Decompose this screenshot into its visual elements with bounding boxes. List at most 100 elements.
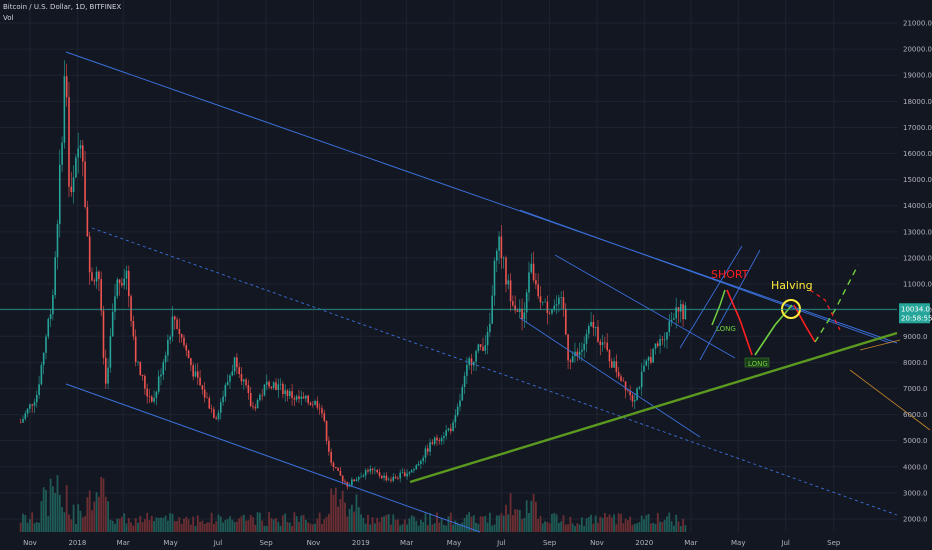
candle-body bbox=[148, 396, 151, 398]
candle-body bbox=[403, 472, 406, 477]
x-tick-label: Nov bbox=[307, 539, 321, 547]
candle-body bbox=[390, 479, 392, 481]
volume-bar bbox=[148, 520, 151, 532]
symbol-title[interactable]: Bitcoin / U.S. Dollar, 1D, BITFINEX bbox=[3, 3, 122, 11]
long-path-1 bbox=[711, 289, 726, 326]
volume-bar bbox=[613, 514, 615, 532]
x-axis[interactable]: Nov 2018 Mar May Jul Sep Nov 2019 Mar May Jul Sep No… bbox=[23, 539, 841, 547]
candle-body bbox=[63, 76, 66, 143]
volume-bar bbox=[590, 514, 592, 532]
volume-bar bbox=[265, 525, 268, 532]
volume-bar bbox=[493, 524, 496, 532]
volume-bar bbox=[477, 523, 480, 532]
volume-bar bbox=[452, 524, 454, 532]
candle-body bbox=[353, 479, 355, 482]
volume-bar bbox=[31, 512, 34, 532]
candle-body bbox=[65, 76, 68, 98]
candle-body bbox=[546, 301, 549, 314]
x-tick-label: Sep bbox=[827, 539, 841, 547]
candle-body bbox=[608, 350, 611, 362]
volume-bar bbox=[578, 524, 581, 532]
candle-body bbox=[498, 236, 500, 251]
candle-body bbox=[599, 341, 602, 345]
candle-body bbox=[95, 271, 98, 282]
candle-body bbox=[114, 296, 116, 312]
candle-body bbox=[610, 361, 613, 368]
volume-bar bbox=[233, 522, 236, 532]
candle-body bbox=[401, 472, 404, 473]
volume-bar bbox=[65, 485, 68, 532]
volume-bar bbox=[176, 521, 178, 532]
volume-bar bbox=[284, 513, 287, 532]
candle-body bbox=[539, 296, 542, 303]
volume-bar bbox=[583, 525, 586, 532]
volume-bar bbox=[130, 522, 132, 532]
volume-bar bbox=[258, 512, 261, 532]
candle-body bbox=[302, 396, 305, 399]
price-tag-value: 10034.0 bbox=[901, 305, 930, 313]
volume-bar bbox=[534, 501, 537, 532]
candle-body bbox=[169, 336, 171, 340]
y-tick-label: 13000.0 bbox=[903, 228, 932, 236]
y-tick-label: 18000.0 bbox=[903, 98, 932, 106]
candle-body bbox=[675, 307, 677, 319]
volume-bar bbox=[286, 521, 289, 532]
candle-body bbox=[109, 336, 112, 368]
candle-body bbox=[387, 479, 390, 481]
volume-bar bbox=[371, 517, 374, 532]
volume-bar bbox=[102, 478, 105, 532]
volume-bar bbox=[314, 523, 316, 532]
candle-body bbox=[56, 224, 59, 258]
volume-bar bbox=[661, 521, 664, 532]
candle-body bbox=[477, 344, 480, 352]
volume-bar bbox=[24, 515, 27, 532]
volume-indicator-label[interactable]: Vol bbox=[3, 14, 14, 22]
volume-bar bbox=[208, 522, 211, 532]
candle-body bbox=[472, 361, 475, 366]
candles bbox=[19, 60, 687, 490]
candle-body bbox=[323, 413, 326, 421]
volume-bar bbox=[684, 525, 687, 532]
volume-bar bbox=[390, 524, 392, 532]
candle-body bbox=[107, 367, 109, 384]
volume-bar bbox=[509, 493, 512, 532]
candle-body bbox=[29, 404, 31, 409]
volume-bar bbox=[247, 520, 250, 532]
volume-bar bbox=[491, 525, 494, 532]
candle-body bbox=[406, 473, 408, 477]
candle-body bbox=[482, 346, 484, 351]
volume-bar bbox=[252, 517, 254, 532]
volume-bar bbox=[339, 499, 342, 532]
long-path-2 bbox=[754, 304, 793, 356]
volume-bar bbox=[555, 514, 558, 532]
price-tag-countdown: 20:58:55 bbox=[901, 314, 932, 322]
candle-body bbox=[79, 145, 82, 149]
volume-bar bbox=[304, 519, 307, 532]
x-tick-label: 2018 bbox=[68, 539, 86, 547]
candle-body bbox=[291, 391, 293, 399]
y-tick-label: 14000.0 bbox=[903, 202, 932, 210]
candle-body bbox=[392, 476, 395, 481]
volume-bar bbox=[40, 501, 43, 532]
x-tick-label: Sep bbox=[543, 539, 557, 547]
volume-bar bbox=[47, 516, 50, 532]
candle-body bbox=[454, 415, 457, 423]
candle-body bbox=[652, 348, 654, 363]
candle-body bbox=[627, 390, 629, 391]
candle-body bbox=[371, 468, 374, 471]
candle-body bbox=[341, 475, 344, 482]
volume-bar bbox=[601, 517, 604, 532]
volume-bar bbox=[502, 515, 505, 532]
volume-bar bbox=[415, 520, 418, 532]
candle-body bbox=[601, 342, 604, 345]
volume-bar bbox=[408, 518, 411, 532]
volume-bar bbox=[81, 517, 84, 532]
volume-bar bbox=[26, 522, 29, 532]
candle-body bbox=[638, 387, 641, 389]
descending-trendline-upper bbox=[65, 51, 898, 344]
volume-bar bbox=[378, 521, 381, 532]
candle-body bbox=[127, 270, 130, 297]
candle-body bbox=[555, 304, 558, 306]
candle-body bbox=[514, 305, 516, 311]
